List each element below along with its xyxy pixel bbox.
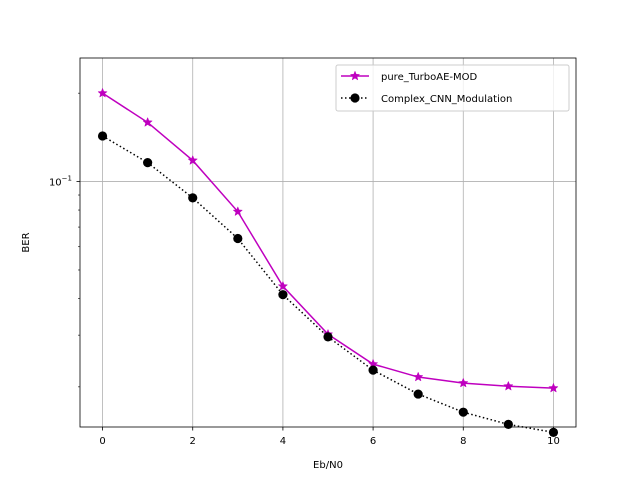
data-point [458, 407, 468, 417]
data-point [278, 290, 288, 300]
legend-marker [349, 70, 361, 81]
legend: pure_TurboAE-MOD Complex_CNN_Modulation [335, 64, 570, 112]
legend-label: pure_TurboAE-MOD [381, 72, 478, 83]
data-point [143, 158, 153, 168]
x-tick-label: 2 [190, 436, 196, 447]
data-point [548, 427, 559, 437]
y-axis-ticks: 10−1 [49, 92, 80, 388]
data-point [232, 206, 244, 217]
data-point [368, 365, 378, 375]
data-point [97, 131, 108, 141]
x-axis-label: Eb/N0 [313, 460, 343, 471]
data-point [233, 233, 243, 244]
legend-label: Complex_CNN_Modulation [381, 94, 512, 105]
data-point [97, 87, 108, 98]
x-tick-label: 4 [280, 436, 286, 447]
data-point [503, 419, 513, 430]
x-tick-label: 10 [547, 436, 560, 447]
grid [80, 58, 576, 427]
series-Complex_CNN_Modulation [97, 131, 559, 437]
data-point [187, 154, 198, 165]
data-point [277, 280, 289, 291]
data-point [188, 193, 198, 203]
legend-box [335, 64, 570, 112]
data-point [458, 377, 469, 388]
plot-frame [79, 57, 577, 428]
x-tick-label: 0 [99, 436, 105, 447]
data-point [323, 332, 333, 342]
data-point [412, 371, 424, 382]
data-point [503, 380, 514, 391]
y-tick-label: 10−1 [49, 175, 72, 189]
legend-marker [350, 93, 360, 103]
plot-area [80, 58, 576, 427]
series-layer [97, 87, 559, 437]
data-point [548, 382, 559, 393]
x-tick-label: 8 [460, 436, 466, 447]
x-axis-ticks: 0 2 4 6 8 10 [99, 427, 560, 447]
data-point [142, 116, 153, 127]
data-point [413, 389, 423, 399]
y-axis-label: BER [21, 232, 32, 252]
x-tick-label: 6 [370, 436, 376, 447]
